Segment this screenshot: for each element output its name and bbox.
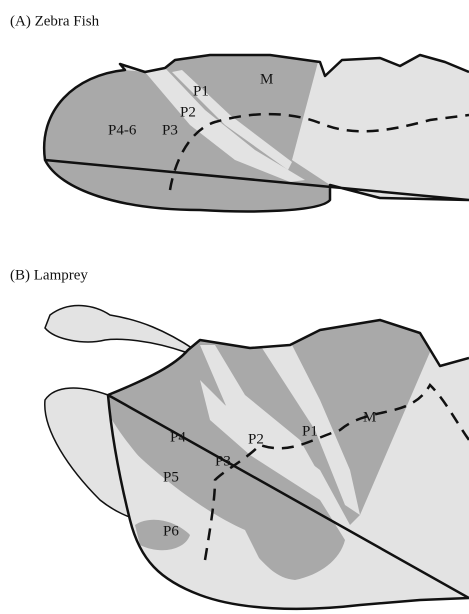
region-label: P6 [163, 523, 179, 539]
region-label: P3 [162, 122, 178, 138]
region-label: M [363, 409, 376, 425]
region-label: P1 [302, 423, 318, 439]
panel-title: (A) Zebra Fish [10, 13, 100, 29]
region-label: P3 [215, 453, 231, 469]
panel-a: (A) Zebra Fish P4-6 P3 P2 P1 M [10, 13, 469, 211]
region-label: P2 [248, 431, 264, 447]
region-label: P5 [163, 469, 179, 485]
diagram: (A) Zebra Fish P4-6 P3 P2 P1 M (B) Lampr… [0, 0, 469, 614]
olfactory-bulb [45, 306, 195, 352]
region-label: P2 [180, 104, 196, 120]
region-label: P4-6 [108, 122, 137, 138]
panel-b: (B) Lamprey P4 P3 P2 P1 M P5 P6 [10, 267, 469, 608]
region-label: M [260, 71, 273, 87]
region-label: P1 [193, 83, 209, 99]
region-label: P4 [170, 429, 186, 445]
panel-title: (B) Lamprey [10, 267, 88, 283]
